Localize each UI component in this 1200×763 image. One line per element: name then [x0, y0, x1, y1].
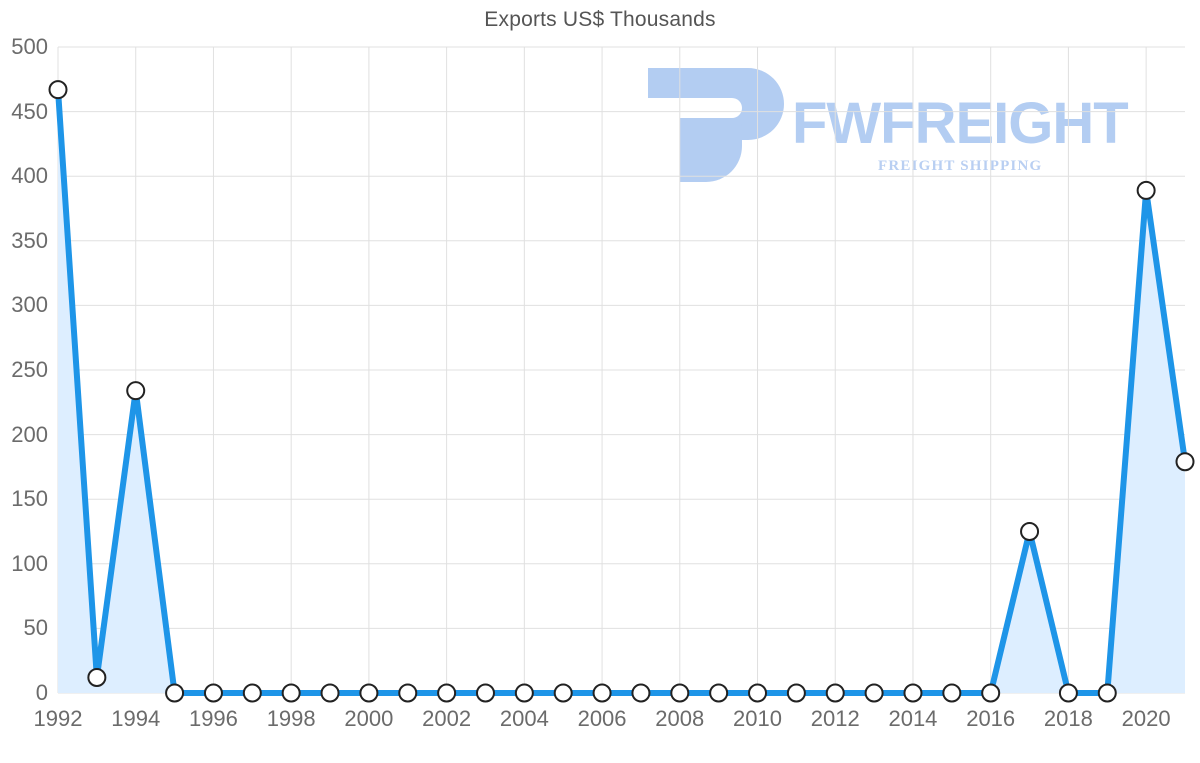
x-axis-tick-label: 2012 [810, 706, 860, 731]
data-point-marker[interactable] [320, 683, 340, 703]
data-point-marker[interactable] [48, 80, 68, 100]
y-axis-tick-label: 250 [11, 357, 48, 382]
data-point-marker[interactable] [437, 683, 457, 703]
series-markers [48, 80, 1195, 703]
data-point-marker[interactable] [786, 683, 806, 703]
data-point-marker[interactable] [165, 683, 185, 703]
data-point-marker[interactable] [748, 683, 768, 703]
x-axis-tick-label: 2006 [577, 706, 627, 731]
y-axis-tick-label: 150 [11, 486, 48, 512]
data-point-marker[interactable] [281, 683, 301, 703]
data-point-marker[interactable] [942, 683, 962, 703]
chart-title: Exports US$ Thousands [484, 8, 716, 31]
y-axis-tick-label: 300 [11, 292, 48, 318]
data-point-marker[interactable] [475, 683, 495, 703]
data-point-marker[interactable] [398, 683, 418, 703]
data-point-marker[interactable] [87, 667, 107, 687]
y-axis-tick-label: 50 [23, 615, 48, 641]
data-point-marker[interactable] [553, 683, 573, 703]
y-axis-tick-label: 500 [11, 34, 48, 59]
x-axis-tick-label: 2014 [888, 706, 938, 731]
data-point-marker[interactable] [825, 683, 845, 703]
y-axis-tick-label: 100 [11, 550, 48, 576]
x-axis-tick-label: 2008 [655, 706, 705, 731]
data-point-marker[interactable] [514, 683, 534, 703]
data-point-marker[interactable] [359, 683, 379, 703]
y-axis-tick-label: 200 [11, 421, 48, 447]
x-axis-tick-label: 1996 [188, 706, 238, 731]
data-point-marker[interactable] [1097, 683, 1117, 703]
x-axis-tick-label: 2004 [499, 706, 549, 731]
data-point-marker[interactable] [631, 683, 651, 703]
data-point-marker[interactable] [1175, 452, 1195, 472]
y-axis-tick-label: 350 [11, 227, 48, 253]
series-area-fill [58, 89, 1185, 694]
x-axis-tick-label: 2020 [1121, 706, 1171, 731]
y-axis-tick-label: 0 [35, 680, 48, 705]
data-point-marker[interactable] [670, 683, 690, 703]
data-point-marker[interactable] [126, 381, 146, 401]
y-axis-tick-label: 450 [11, 98, 48, 124]
data-point-marker[interactable] [203, 683, 223, 703]
grid-lines [57, 46, 1185, 694]
data-point-marker[interactable] [242, 683, 262, 703]
data-point-marker[interactable] [1136, 180, 1156, 200]
data-point-marker[interactable] [903, 683, 923, 703]
y-axis-tick-label: 400 [11, 163, 48, 189]
x-axis-tick-label: 2018 [1043, 706, 1093, 731]
data-point-marker[interactable] [592, 683, 612, 703]
x-axis-tick-label: 1998 [266, 706, 316, 731]
data-point-marker[interactable] [1020, 522, 1040, 541]
x-axis-tick-label: 2002 [422, 706, 472, 731]
data-point-marker[interactable] [1058, 683, 1078, 703]
x-axis-tick-label: 2010 [733, 706, 782, 731]
x-axis-tick-label: 2016 [966, 706, 1016, 731]
x-axis-tick-label: 1992 [33, 706, 83, 731]
data-point-marker[interactable] [981, 683, 1001, 703]
x-axis-tick-label: 1994 [111, 706, 161, 731]
data-point-marker[interactable] [864, 683, 884, 703]
x-axis-tick-label: 2000 [344, 706, 394, 731]
data-point-marker[interactable] [709, 683, 729, 703]
